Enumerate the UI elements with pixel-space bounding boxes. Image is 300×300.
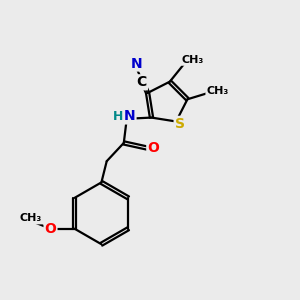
- Text: N: N: [124, 110, 136, 123]
- Text: O: O: [147, 141, 159, 155]
- Text: H: H: [113, 110, 124, 123]
- Text: O: O: [45, 222, 56, 236]
- Text: N: N: [130, 56, 142, 70]
- Text: CH₃: CH₃: [206, 86, 229, 96]
- Text: C: C: [137, 75, 147, 89]
- Text: CH₃: CH₃: [182, 55, 204, 65]
- Text: CH₃: CH₃: [20, 214, 42, 224]
- Text: S: S: [175, 117, 184, 131]
